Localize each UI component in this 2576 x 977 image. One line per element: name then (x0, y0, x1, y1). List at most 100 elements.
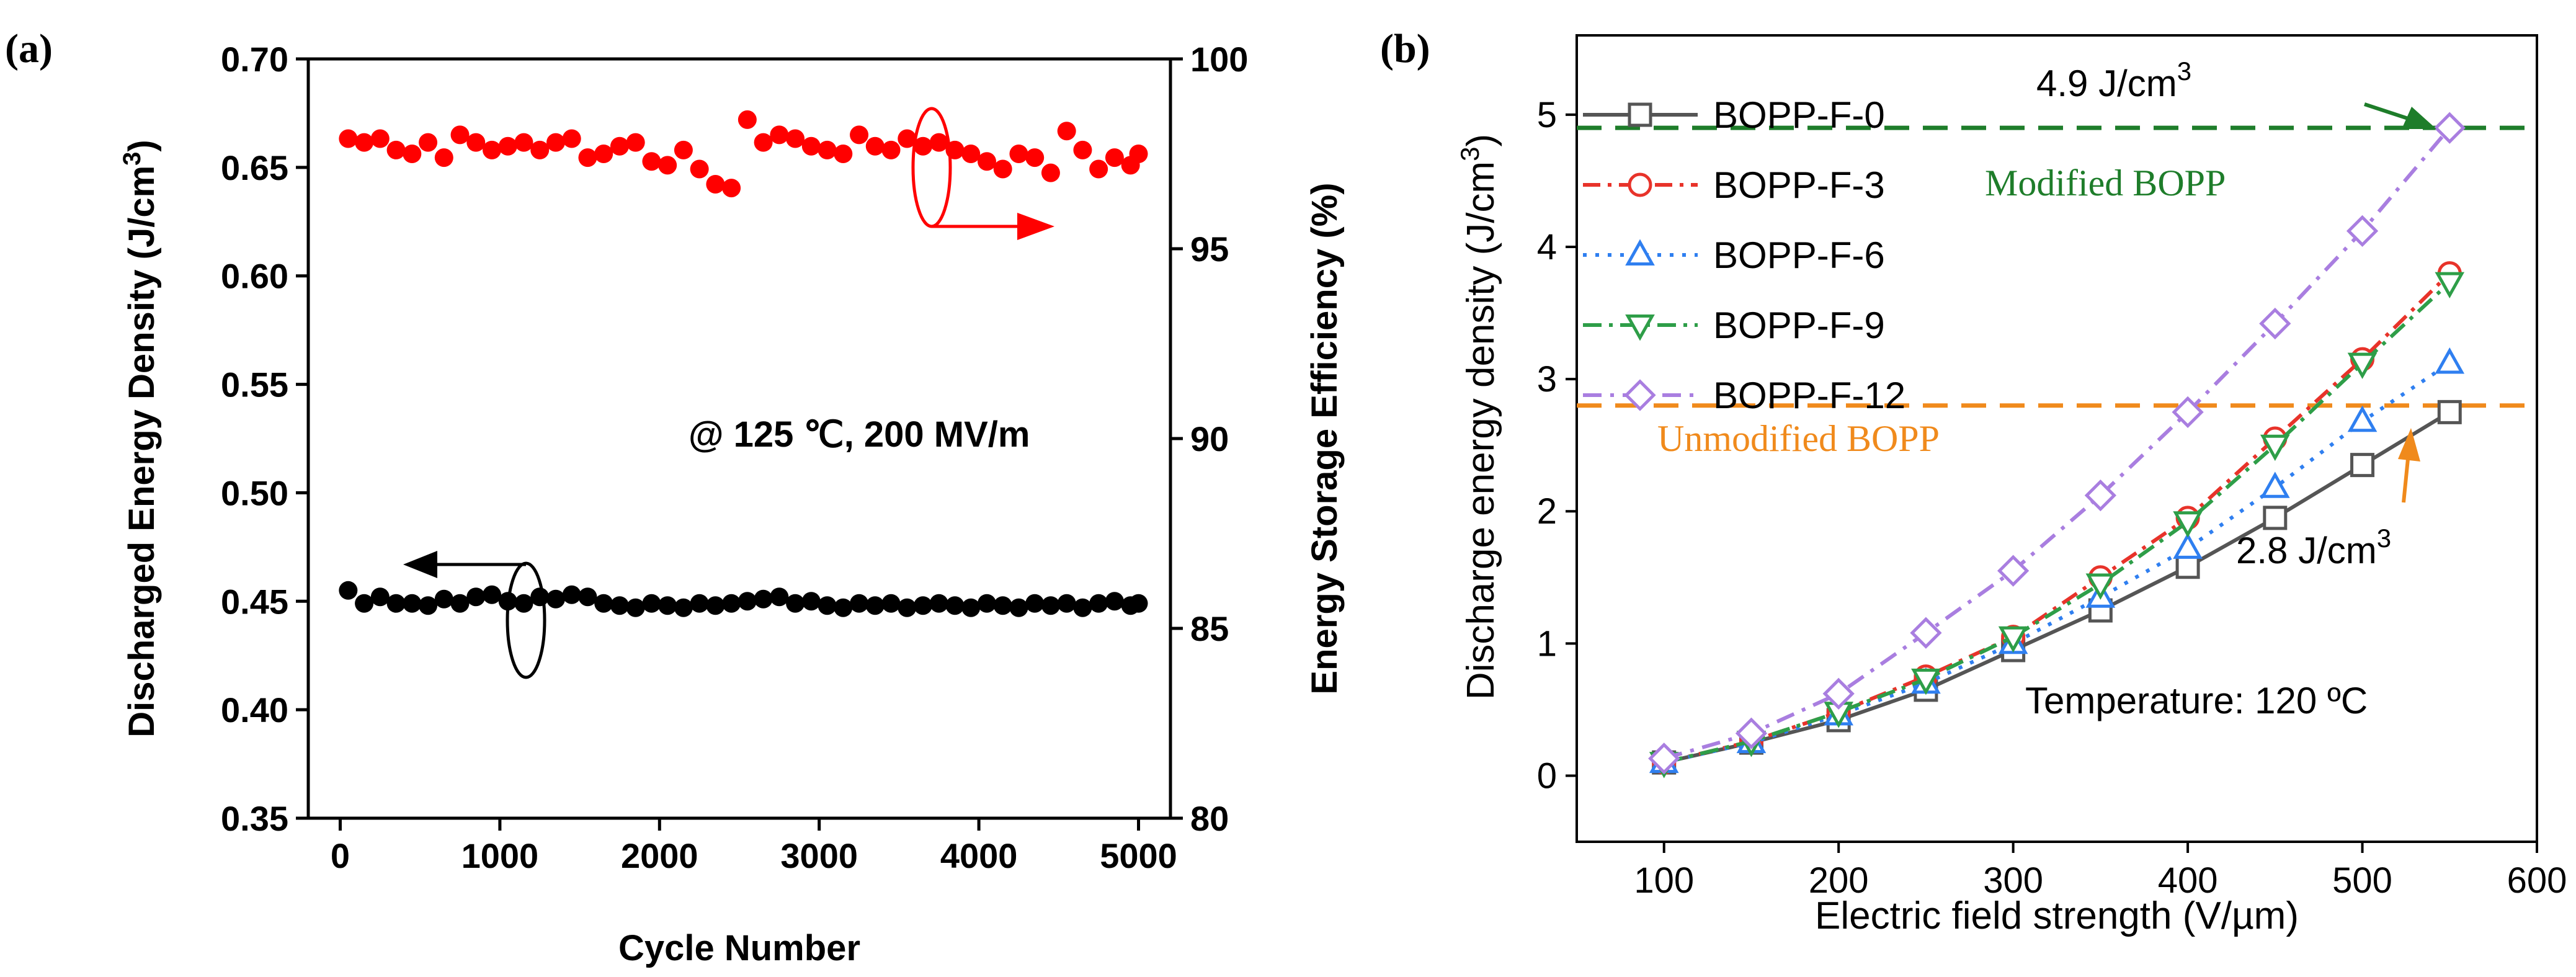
panel-a-density-point (786, 594, 805, 613)
panel-a-density-point (801, 592, 821, 611)
panel-b-legend: BOPP-F-0 BOPP-F-3 BOPP-F-6 BOPP-F-9 BOPP-F-1… (1583, 94, 1905, 416)
panel-a-x-tick-label: 5000 (1100, 836, 1177, 875)
panel-a-efficiency-point (674, 140, 693, 159)
bopp-f-0-marker (2350, 453, 2375, 478)
bopp-f-12-line (1663, 127, 2451, 761)
left-arrow-icon (403, 551, 437, 578)
bopp-f-0-marker (2175, 555, 2200, 579)
panel-a-efficiency-point (898, 129, 917, 148)
panel-b-x-tick-label: 500 (2332, 860, 2392, 901)
panel-a-density-point (1073, 598, 1092, 617)
panel-a-y-right-axis-label: Energy Storage Efficiency (%) (1304, 182, 1345, 694)
panel-a-y-left-tick-label: 0.45 (221, 582, 288, 621)
bopp-f-9-marker (2260, 434, 2290, 462)
panel-a-density-point (1041, 596, 1060, 615)
panel-a-efficiency-point (722, 179, 741, 198)
panel-a-density-point (770, 587, 789, 607)
panel-a-density-point (993, 596, 1012, 615)
bopp-f-9-marker (1998, 626, 2028, 653)
panel-a-density-point (642, 594, 661, 613)
panel-a-efficiency-point (961, 145, 981, 163)
bopp-f-3-line (1664, 272, 2451, 765)
bopp-f-6-marker (2173, 532, 2203, 559)
panel-a-efficiency-point (1009, 145, 1028, 163)
panel-a-density-point (738, 592, 757, 611)
panel-a-efficiency-point (610, 136, 629, 156)
bopp-f-9-marker (1911, 668, 1941, 695)
panel-b-reference-lines (1577, 125, 2537, 408)
panel-b-ticks: 100 200 300 400 500 600 0 1 2 3 4 5 (1537, 95, 2567, 901)
panel-a-y-right-tick-label: 85 (1190, 609, 1229, 648)
panel-a-x-axis-label: Cycle Number (618, 928, 860, 968)
panel-a-density-point (610, 596, 629, 615)
legend-bopp-f-9-label: BOPP-F-9 (1713, 305, 1885, 346)
orange-arrow-icon (2398, 428, 2420, 462)
bopp-f-12-marker (2172, 396, 2204, 429)
panel-a-x-tick-label: 4000 (940, 836, 1018, 875)
panel-a-efficiency-point (993, 159, 1012, 179)
bopp-f-12-marker (1648, 743, 1680, 775)
panel-a-efficiency-point (339, 129, 358, 148)
panel-a-x-tick-label: 3000 (780, 836, 858, 875)
panel-a-efficiency-point (1073, 140, 1092, 159)
panel-a-density-point (690, 594, 709, 613)
panel-a-density-point (1089, 594, 1108, 613)
panel-a-density-point (483, 585, 502, 604)
panel-a-efficiency-point (403, 145, 422, 163)
modified-bopp-label: Modified BOPP (1985, 163, 2226, 203)
panel-a-efficiency-point (1129, 145, 1148, 163)
panel-a-ticks: 0 1000 2000 3000 4000 5000 0.35 0.40 0.45 0.50 0.5… (221, 40, 1248, 875)
legend-bopp-f-12-label: BOPP-F-12 (1713, 375, 1905, 416)
panel-a-density-point (1009, 598, 1028, 617)
panel-a-efficiency-point (738, 110, 757, 129)
panel-a-efficiency-point (1057, 122, 1076, 141)
panel-a-efficiency-point (786, 129, 805, 148)
panel-a-density-point (339, 581, 358, 600)
panel-a-efficiency-point (498, 136, 517, 156)
panel-a-density-point (419, 596, 438, 615)
panel-a-density-point (977, 594, 996, 613)
panel-a-density-point (1105, 592, 1124, 611)
panel-a-density-point (370, 587, 390, 607)
panel-b-y-tick-label: 4 (1537, 227, 1557, 267)
panel-b-x-tick-label: 300 (1983, 860, 2043, 901)
bopp-f-9-line (1664, 281, 2451, 765)
panel-a-efficiency-point (865, 136, 885, 156)
panel-a-y-right-tick-label: 80 (1190, 799, 1229, 838)
unmodified-bopp-label: Unmodified BOPP (1657, 418, 1940, 459)
panel-a-density-point (818, 596, 837, 615)
panel-a-efficiency-point (770, 125, 789, 145)
panel-a-density-point (514, 594, 533, 613)
panel-a-density-point (578, 587, 597, 607)
panel-a-efficiency-point (977, 152, 996, 171)
panel-a-points (339, 110, 1148, 617)
panel-a-density-point (881, 594, 901, 613)
panel-a-y-left-axis-label: Discharged Energy Density (J/cm3) (118, 140, 162, 737)
bopp-f-12-marker (1822, 677, 1855, 710)
panel-b-label: (b) (1380, 26, 1430, 71)
panel-a-density-point (466, 587, 486, 607)
panel-a-density-point (674, 598, 693, 617)
legend-bopp-f-12-marker (1624, 379, 1656, 411)
panel-a-y-left-tick-label: 0.65 (221, 148, 288, 187)
bopp-f-6-marker (2347, 405, 2378, 432)
right-arrow-icon (1017, 213, 1054, 240)
bopp-f-0-marker (2437, 399, 2462, 424)
panel-a-efficiency-point (881, 140, 901, 159)
bopp-f-9-marker (2435, 272, 2465, 299)
panel-a-condition-annotation: @ 125 ℃, 200 MV/m (689, 414, 1030, 455)
bopp-f-12-marker (1997, 555, 2030, 587)
panel-b-series (1648, 112, 2466, 778)
panel-a-efficiency-point (434, 148, 453, 167)
panel-b-y-tick-label: 3 (1537, 359, 1557, 399)
bopp-f-9-marker (2085, 573, 2116, 600)
panel-a-density-point (929, 594, 948, 613)
panel-a-density-point (722, 594, 741, 613)
panel-b-x-tick-label: 600 (2507, 860, 2567, 901)
panel-a-efficiency-point (929, 133, 948, 152)
panel-a-x-tick-label: 1000 (461, 836, 539, 875)
panel-a-efficiency-point (386, 140, 406, 159)
panel-a-efficiency-point (818, 140, 837, 159)
panel-a-y-left-tick-label: 0.55 (221, 365, 288, 404)
panel-a-y-right-tick-label: 100 (1190, 40, 1248, 79)
